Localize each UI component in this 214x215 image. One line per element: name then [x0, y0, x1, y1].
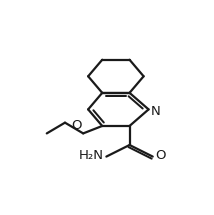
- Text: N: N: [151, 104, 161, 118]
- Text: H₂N: H₂N: [79, 149, 104, 162]
- Text: O: O: [71, 119, 82, 132]
- Text: O: O: [156, 149, 166, 162]
